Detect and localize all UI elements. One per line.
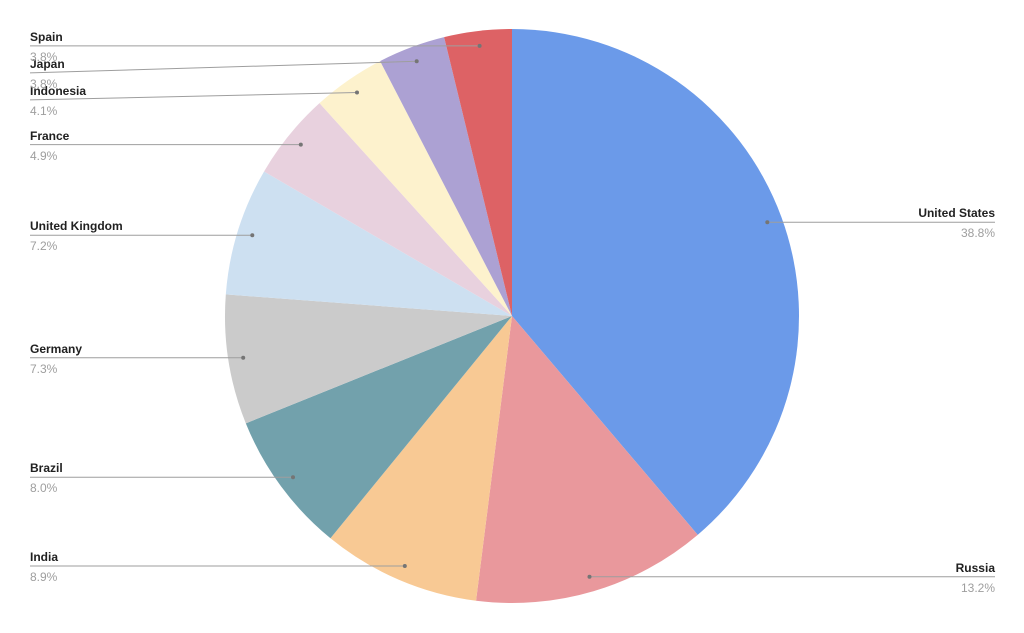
callout-dot-united-kingdom xyxy=(250,233,255,238)
pie-slice-united-kingdom[interactable] xyxy=(225,171,512,316)
callout-dot-india xyxy=(402,564,407,568)
pie-slice-india[interactable] xyxy=(330,316,512,601)
callout-dot-germany xyxy=(241,355,246,360)
pie-slice-russia[interactable] xyxy=(476,316,698,604)
callout-dot-brazil xyxy=(291,475,295,480)
pie-slice-brazil[interactable] xyxy=(245,316,512,539)
callout-dot-indonesia xyxy=(355,90,359,95)
callout-dot-russia xyxy=(587,574,592,579)
pie-slice-japan[interactable] xyxy=(380,37,512,316)
callout-dot-united-states xyxy=(765,220,770,225)
pie-slice-united-states[interactable] xyxy=(512,29,800,535)
callout-dot-japan xyxy=(414,59,419,64)
pie-slice-france[interactable] xyxy=(264,103,512,317)
callout-line-japan xyxy=(29,60,417,74)
callout-dot-france xyxy=(298,142,303,147)
callout-line-indonesia xyxy=(29,92,358,101)
pie-slice-indonesia[interactable] xyxy=(319,61,512,316)
pie-slice-spain[interactable] xyxy=(444,28,512,316)
callout-dot-spain xyxy=(477,43,482,48)
pie-slice-germany[interactable] xyxy=(225,294,512,424)
